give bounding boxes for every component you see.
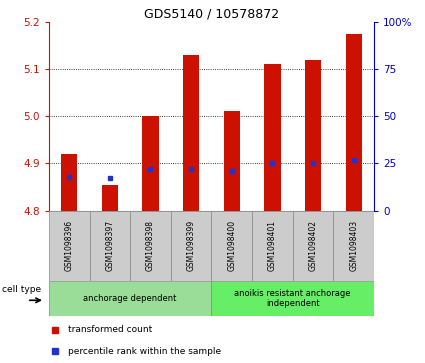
Title: GDS5140 / 10578872: GDS5140 / 10578872: [144, 8, 279, 21]
Text: GSM1098399: GSM1098399: [187, 220, 196, 272]
Text: anchorage dependent: anchorage dependent: [83, 294, 177, 303]
Text: cell type: cell type: [3, 285, 42, 294]
Bar: [211, 281, 374, 316]
Bar: [264, 64, 281, 211]
Text: GSM1098397: GSM1098397: [105, 220, 114, 272]
Bar: [142, 116, 159, 211]
Bar: [305, 60, 321, 211]
Bar: [252, 211, 293, 281]
Bar: [61, 154, 77, 211]
Bar: [211, 211, 252, 281]
Text: GSM1098403: GSM1098403: [349, 220, 358, 272]
Bar: [49, 211, 90, 281]
Text: percentile rank within the sample: percentile rank within the sample: [68, 347, 221, 356]
Text: GSM1098402: GSM1098402: [309, 220, 317, 272]
Bar: [224, 111, 240, 211]
Text: GSM1098396: GSM1098396: [65, 220, 74, 272]
Bar: [130, 211, 171, 281]
Bar: [102, 185, 118, 211]
Bar: [90, 211, 130, 281]
Text: GSM1098401: GSM1098401: [268, 220, 277, 272]
Text: transformed count: transformed count: [68, 326, 153, 334]
Bar: [333, 211, 374, 281]
Text: anoikis resistant anchorage
independent: anoikis resistant anchorage independent: [235, 289, 351, 308]
Bar: [293, 211, 333, 281]
Bar: [183, 55, 199, 211]
Text: GSM1098398: GSM1098398: [146, 220, 155, 272]
Bar: [171, 211, 211, 281]
Text: GSM1098400: GSM1098400: [227, 220, 236, 272]
Bar: [346, 34, 362, 211]
Bar: [49, 281, 211, 316]
